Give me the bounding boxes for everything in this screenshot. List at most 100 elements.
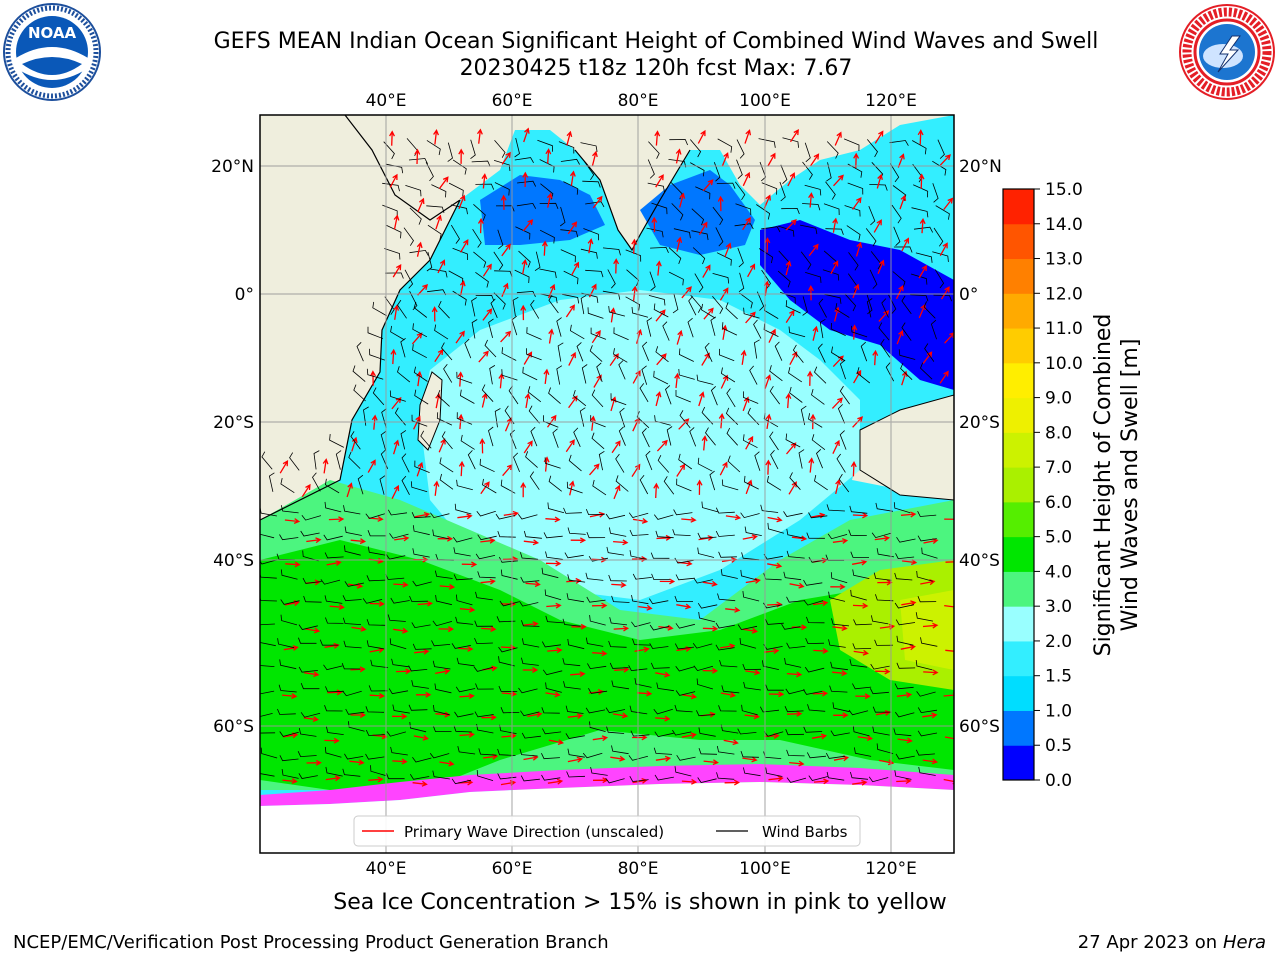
wave-direction-arrow — [527, 711, 543, 718]
wind-barb — [366, 575, 386, 582]
wind-barb — [692, 247, 706, 265]
wind-barb — [394, 407, 406, 426]
wave-direction-arrow — [852, 196, 862, 210]
wind-barb — [342, 768, 361, 777]
wind-barb — [766, 475, 782, 491]
wind-barb — [567, 638, 585, 650]
wave-direction-arrow — [767, 562, 783, 569]
wave-direction-arrow — [435, 214, 442, 230]
wave-direction-arrow — [392, 439, 400, 455]
wave-direction-arrow — [896, 329, 904, 345]
maritime-continent-calm — [760, 220, 954, 390]
wind-barb — [831, 618, 850, 627]
wind-barb — [649, 271, 656, 291]
wind-barb — [917, 535, 937, 542]
wind-barb — [592, 479, 607, 496]
wind-barb — [341, 662, 361, 670]
wind-barb — [475, 294, 495, 302]
wind-barb — [615, 453, 625, 473]
wind-barb — [569, 324, 585, 340]
wave-direction-arrow — [476, 128, 483, 144]
wind-barb — [515, 226, 531, 240]
wave-direction-arrow — [923, 669, 939, 676]
colorbar-tick-label: 12.0 — [1045, 284, 1083, 304]
wind-barb — [811, 434, 826, 451]
wave-direction-arrow — [589, 415, 596, 431]
wind-barb — [825, 752, 846, 759]
colorbar-tick-label: 1.5 — [1045, 667, 1072, 687]
wave-direction-arrow — [876, 173, 883, 189]
wave-direction-arrow — [391, 484, 400, 499]
wind-barb — [526, 327, 542, 340]
wind-barb — [891, 204, 902, 224]
wind-barb — [823, 203, 840, 216]
wind-barb — [412, 756, 432, 763]
colorbar-segment — [1003, 606, 1034, 642]
wave-direction-arrow — [830, 583, 846, 590]
wind-barb — [870, 663, 890, 670]
wave-direction-arrow — [765, 459, 772, 475]
wave-direction-arrow — [720, 643, 736, 650]
wind-barb — [889, 140, 909, 146]
wave-direction-arrow — [697, 129, 706, 144]
wave-direction-arrow — [413, 734, 429, 741]
wind-barb — [781, 207, 800, 215]
wave-direction-arrow — [723, 739, 739, 746]
wave-direction-arrow — [675, 148, 682, 164]
wind-barb — [370, 765, 387, 777]
wave-direction-arrow — [698, 391, 705, 407]
wind-barb — [848, 252, 859, 271]
wind-barb — [582, 180, 601, 188]
wave-direction-arrow — [435, 668, 451, 675]
wind-barb — [313, 450, 320, 470]
wind-barb — [519, 748, 538, 757]
wave-direction-arrow — [369, 692, 385, 699]
wind-barb — [541, 567, 559, 579]
wave-direction-arrow — [613, 258, 620, 274]
wind-barb — [432, 725, 452, 733]
wave-direction-arrow — [350, 712, 366, 718]
wave-direction-arrow — [900, 644, 916, 651]
wave-direction-arrow — [611, 440, 621, 454]
wind-barb — [547, 502, 565, 514]
wind-barb — [738, 272, 745, 293]
wind-barb — [920, 362, 933, 380]
colorbar-tick-label: 13.0 — [1045, 250, 1083, 270]
wind-barb — [409, 773, 430, 780]
wind-barb — [522, 366, 538, 381]
wind-barb — [391, 658, 409, 668]
wave-direction-arrow — [634, 646, 650, 653]
wind-barb — [718, 705, 737, 712]
wind-barb — [850, 551, 870, 558]
wind-barb — [675, 690, 696, 696]
wave-direction-arrow — [764, 374, 772, 389]
colorbar-segment — [1003, 293, 1034, 329]
wind-barb — [893, 246, 913, 253]
wind-barb — [930, 319, 937, 340]
wind-barb — [901, 322, 912, 341]
wind-barb — [893, 728, 912, 737]
wind-barb — [719, 348, 735, 362]
wave-direction-arrow — [702, 580, 718, 587]
colorbar-tick-label: 2.0 — [1045, 632, 1072, 652]
wave-direction-arrow — [918, 173, 925, 189]
wind-barb — [389, 638, 407, 650]
wind-barb — [701, 501, 719, 513]
wind-barb — [650, 246, 669, 253]
wave-direction-arrow — [877, 259, 885, 275]
wave-direction-arrow — [392, 264, 402, 278]
wind-barb — [814, 475, 828, 491]
wind-barb — [698, 727, 716, 737]
wind-barb — [618, 426, 626, 446]
bay-of-bengal-low — [640, 170, 755, 255]
wind-barb — [740, 750, 759, 758]
wave-direction-arrow — [457, 513, 473, 520]
wind-barb — [589, 721, 606, 732]
wind-barb — [850, 771, 869, 780]
wind-barb — [280, 599, 300, 605]
wind-barb — [475, 553, 496, 560]
arabian-sea-low — [480, 175, 605, 245]
wind-barb — [634, 678, 652, 688]
wind-barb — [716, 182, 736, 189]
wind-barb — [456, 479, 473, 491]
